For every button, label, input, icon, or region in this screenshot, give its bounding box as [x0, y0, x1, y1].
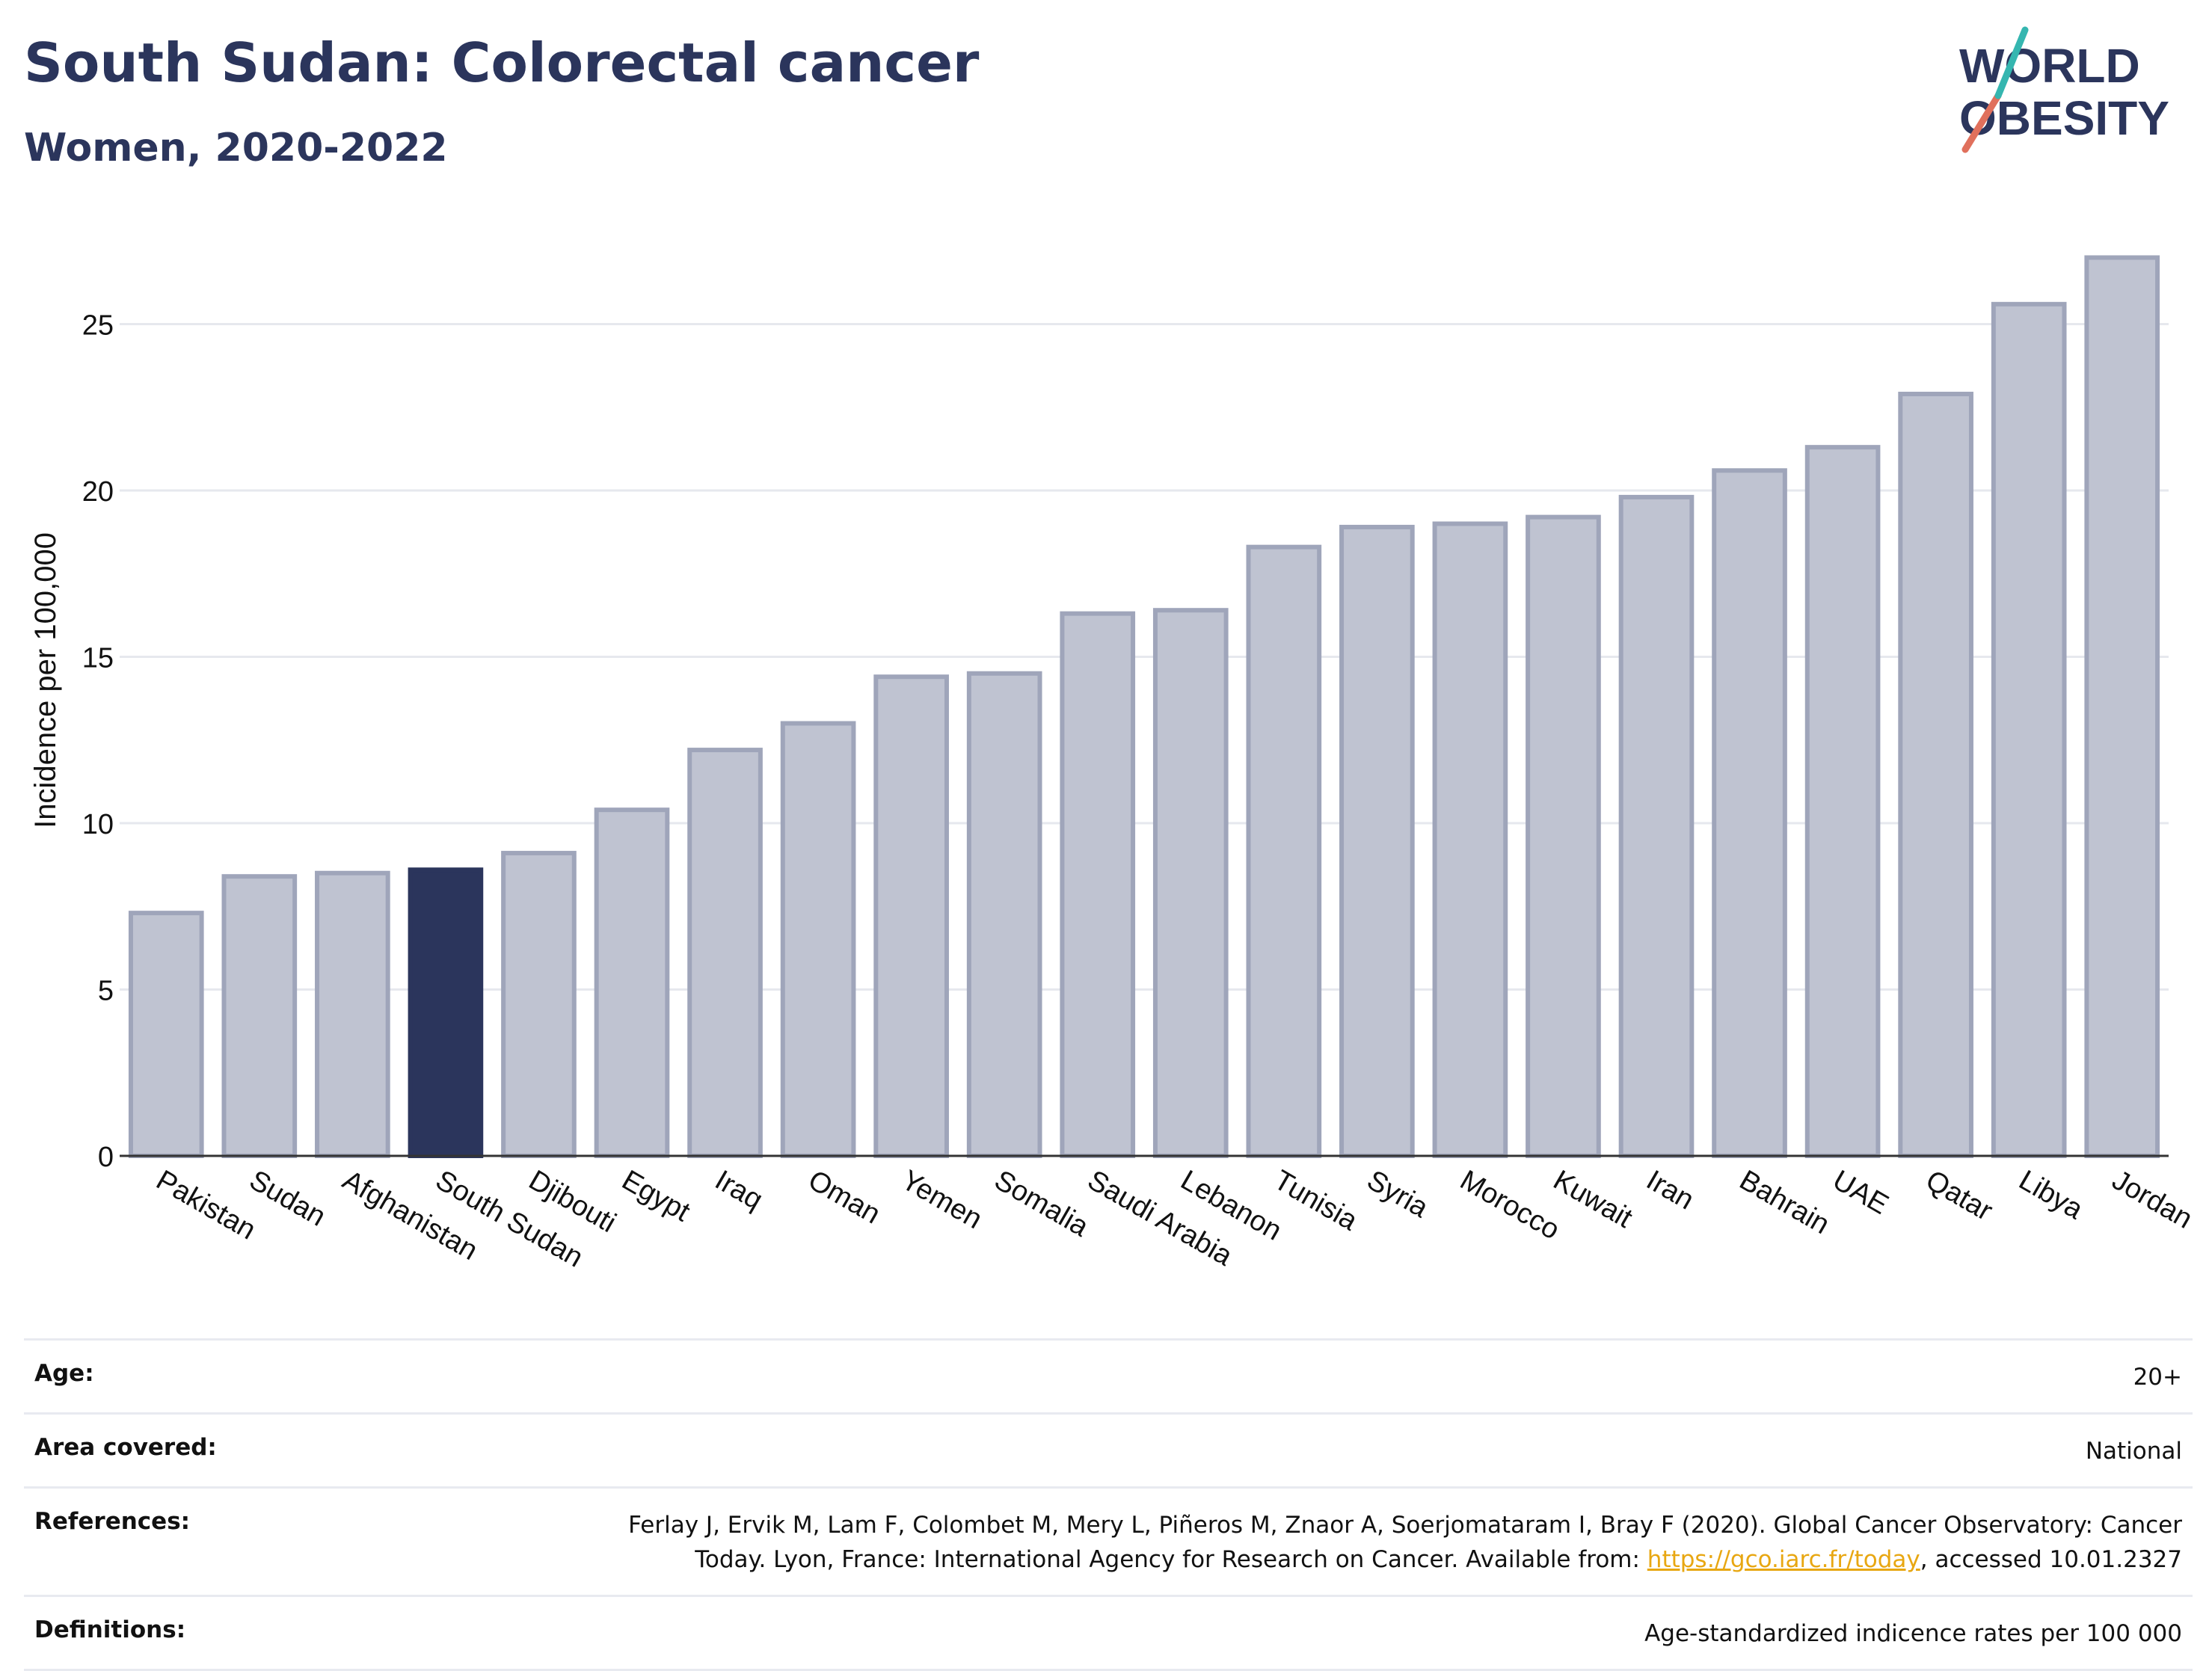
svg-text:WORLD: WORLD — [1959, 39, 2140, 93]
x-tick-label: Jordan — [2107, 1164, 2198, 1234]
y-tick-label: 15 — [82, 643, 114, 674]
bar-bahrain — [1712, 468, 1787, 1158]
page-title: South Sudan: Colorectal cancer — [24, 31, 980, 94]
bar-somalia — [966, 671, 1042, 1158]
bar-kuwait — [1526, 514, 1601, 1158]
x-tick-label: Iraq — [710, 1164, 768, 1216]
x-tick-label: Morocco — [1454, 1164, 1564, 1246]
definitions-value: Age-standardized indicence rates per 100… — [1644, 1620, 2182, 1647]
bar-oman — [780, 721, 856, 1158]
bar-lebanon — [1152, 608, 1229, 1158]
bar-morocco — [1432, 521, 1508, 1158]
bar-afghanistan — [315, 870, 390, 1158]
bar-djibouti — [501, 851, 577, 1159]
x-tick-label: Syria — [1362, 1164, 1434, 1224]
bar-qatar — [1898, 391, 1973, 1158]
references-link[interactable]: https://gco.iarc.fr/today — [1647, 1546, 1920, 1573]
x-tick-label: Yemen — [896, 1164, 987, 1235]
bars — [128, 255, 2160, 1159]
references-label: References: — [34, 1508, 191, 1535]
y-tick-label: 25 — [82, 310, 114, 342]
info-row-age: Age: 20+ — [24, 1338, 2193, 1412]
area-label: Area covered: — [34, 1434, 217, 1461]
bar-tunisia — [1246, 544, 1322, 1158]
y-tick-label: 0 — [98, 1142, 114, 1173]
bar-pakistan — [128, 911, 204, 1159]
x-tick-label: Egypt — [617, 1164, 696, 1228]
age-label: Age: — [34, 1360, 94, 1387]
x-tick-label: Pakistan — [151, 1164, 261, 1246]
bar-jordan — [2084, 255, 2160, 1158]
bar-iraq — [687, 748, 763, 1158]
bar-uae — [1804, 445, 1881, 1158]
bar-libya — [1991, 301, 2067, 1158]
age-value: 20+ — [2133, 1364, 2182, 1391]
references-text: Ferlay J, Ervik M, Lam F, Colombet M, Me… — [628, 1512, 2182, 1573]
y-tick-labels: 0 5 10 15 20 25 — [82, 310, 114, 1174]
bar-south-sudan — [408, 867, 484, 1159]
definitions-label: Definitions: — [34, 1616, 186, 1643]
bar-yemen — [873, 674, 949, 1158]
info-row-area: Area covered: National — [24, 1412, 2193, 1486]
bar-egypt — [594, 807, 670, 1158]
info-row-definitions: Definitions: Age-standardized indicence … — [24, 1595, 2193, 1671]
info-table: Age: 20+ Area covered: National Referenc… — [24, 1338, 2193, 1671]
x-tick-label: Bahrain — [1734, 1164, 1834, 1240]
x-tick-label: Somalia — [989, 1164, 1095, 1243]
info-row-references: References: Ferlay J, Ervik M, Lam F, Co… — [24, 1486, 2193, 1595]
world-obesity-logo: WORLD OBESITY — [1959, 26, 2169, 153]
y-tick-label: 10 — [82, 809, 114, 840]
x-tick-label: Oman — [803, 1164, 886, 1230]
page-subtitle: Women, 2020-2022 — [24, 126, 448, 170]
x-tick-label: Qatar — [1920, 1164, 1998, 1227]
x-tick-label: Libya — [2014, 1164, 2089, 1225]
y-axis-label: Incidence per 100,000 — [29, 532, 62, 828]
y-tick-label: 5 — [98, 976, 114, 1007]
area-value: National — [2085, 1438, 2182, 1465]
bar-iran — [1618, 494, 1695, 1158]
bar-saudi-arabia — [1060, 611, 1136, 1158]
x-tick-label: UAE — [1828, 1164, 1894, 1220]
references-value: Ferlay J, Ervik M, Lam F, Colombet M, Me… — [612, 1508, 2182, 1577]
y-tick-label: 20 — [82, 476, 114, 508]
bar-sudan — [221, 874, 298, 1158]
references-accessed: , accessed 10.01.2327 — [1920, 1546, 2182, 1573]
x-tick-label: Iran — [1641, 1164, 1700, 1216]
bar-syria — [1339, 524, 1415, 1158]
